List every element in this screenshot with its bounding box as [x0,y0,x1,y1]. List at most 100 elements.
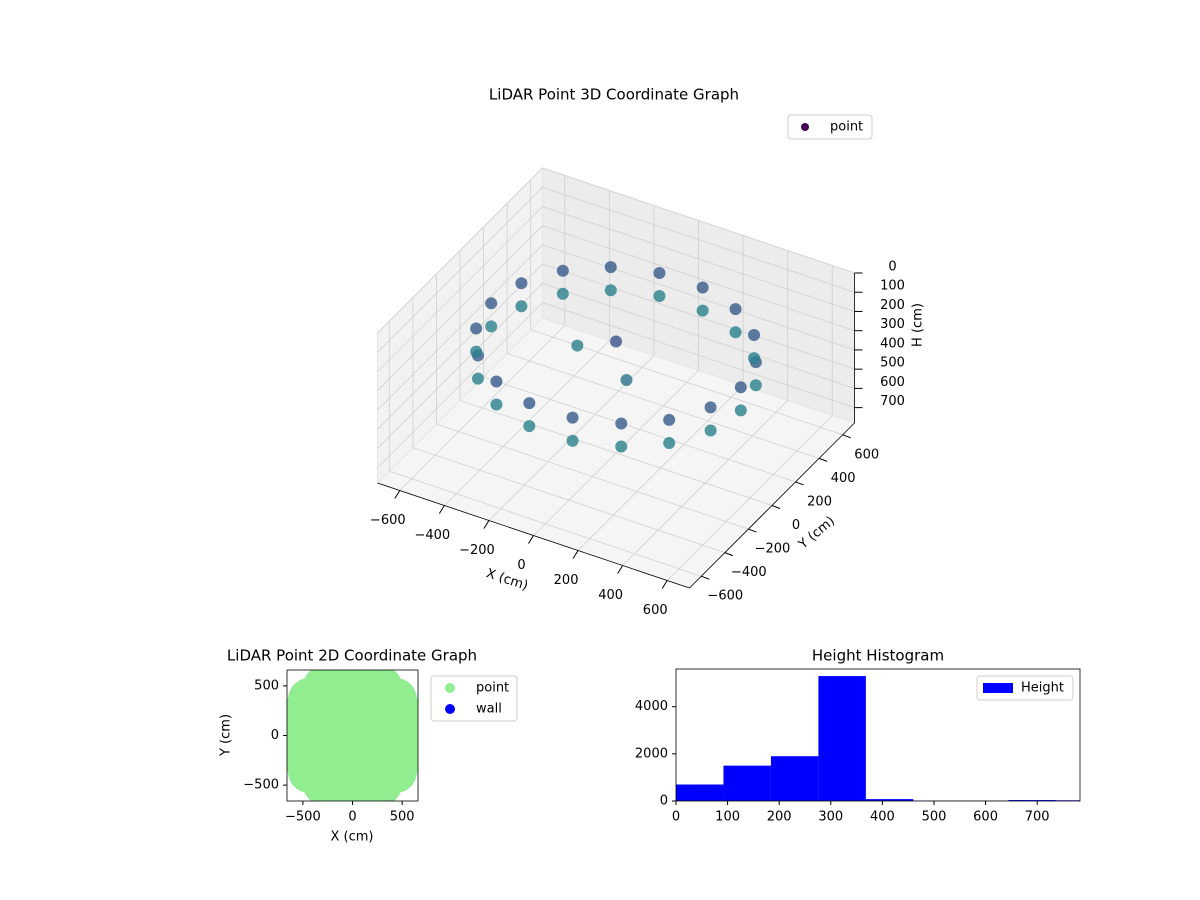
tick-mark [572,550,579,559]
point [610,335,622,348]
x-tick-label: 300 [818,810,843,825]
z-tick-label: 200 [880,298,905,313]
tick-mark [528,535,534,544]
tick-mark [661,580,668,589]
point [696,281,709,294]
y-tick-label: 600 [854,447,879,462]
grid-line [377,244,543,411]
chart-title: LiDAR Point 3D Coordinate Graph [489,86,739,104]
y-tick-label: 400 [831,471,856,486]
z-tick-label: 300 [880,317,905,332]
point [653,290,666,303]
legend-label: wall [476,702,502,717]
point [653,266,666,279]
y-tick-label: −200 [755,542,791,557]
x-tick-label: 0 [517,558,525,573]
x-axis-label: X (cm) [331,830,374,845]
grid-line [436,423,749,530]
points [287,670,418,801]
bar [723,765,771,801]
tick-mark [795,481,804,486]
point [566,434,579,447]
grid-line [507,352,820,459]
axes-frame [675,668,1081,802]
point [663,436,676,449]
y-tick-label: 500 [254,678,279,693]
bars [676,676,1080,801]
legend-marker [983,683,1013,693]
grid-line [377,167,543,334]
point [471,372,484,385]
grid-line [483,376,796,483]
z-tick-label: 0 [888,260,896,275]
grid-line [389,470,702,577]
legend-marker [445,683,455,693]
y-tick-label: 2000 [635,746,668,761]
point [749,379,762,392]
grid-line [412,447,725,554]
grid-line [542,244,855,351]
point [734,404,747,417]
x-tick-label: 700 [1025,810,1050,825]
x-tick-label: 500 [922,810,947,825]
grid-line [377,206,543,372]
point [615,440,628,453]
point [556,287,569,300]
y-tick-label: −400 [731,565,767,580]
point [571,339,584,352]
point [729,303,742,316]
x-tick-label: 0 [672,810,680,825]
x-tick-label: −200 [459,543,495,558]
legend-label: point [830,120,863,135]
tick-mark [842,434,851,439]
x-tick-label: −400 [414,528,450,543]
y-tick-label: −500 [243,778,279,793]
point [523,420,536,433]
legend-marker [801,123,809,131]
chart-title: Height Histogram [812,647,944,665]
axis-line [689,422,855,589]
legend-box [787,114,873,140]
x-tick-label: 400 [870,810,895,825]
point [490,375,503,388]
tick-mark [724,552,734,557]
x-tick-label: −500 [285,810,321,825]
grid-line [542,206,855,312]
tick-mark [617,565,624,574]
grid-line [377,302,543,468]
point [663,413,676,426]
point [604,284,617,297]
point [734,381,747,394]
grid-line [542,302,855,408]
bar [1008,800,1056,801]
point [604,261,617,274]
point [485,297,498,310]
bar [865,799,914,801]
grid-line [542,283,855,389]
point [704,401,717,414]
y-tick-label: −600 [707,589,743,604]
tick-mark [748,528,757,533]
y-tick-label: 0 [792,518,800,533]
point [748,352,761,365]
x-tick-label: 0 [348,810,356,825]
bar [818,676,866,801]
grid-line [542,186,855,293]
tick-mark [483,520,490,529]
grid-line [459,400,773,506]
tick-mark [394,490,401,499]
x-tick-label: 400 [598,588,623,603]
grid-line [377,225,543,391]
legend-label: point [476,681,509,696]
chart-title: LiDAR Point 2D Coordinate Graph [227,647,477,665]
grid-line [542,263,855,370]
y-tick-label: 200 [807,494,832,509]
bar [676,784,724,801]
x-tick-label: 100 [715,810,740,825]
z-axis-label: H (cm) [911,303,926,347]
point [566,411,579,424]
legend-box [976,675,1074,701]
grid-line [542,167,855,274]
point [490,398,503,411]
